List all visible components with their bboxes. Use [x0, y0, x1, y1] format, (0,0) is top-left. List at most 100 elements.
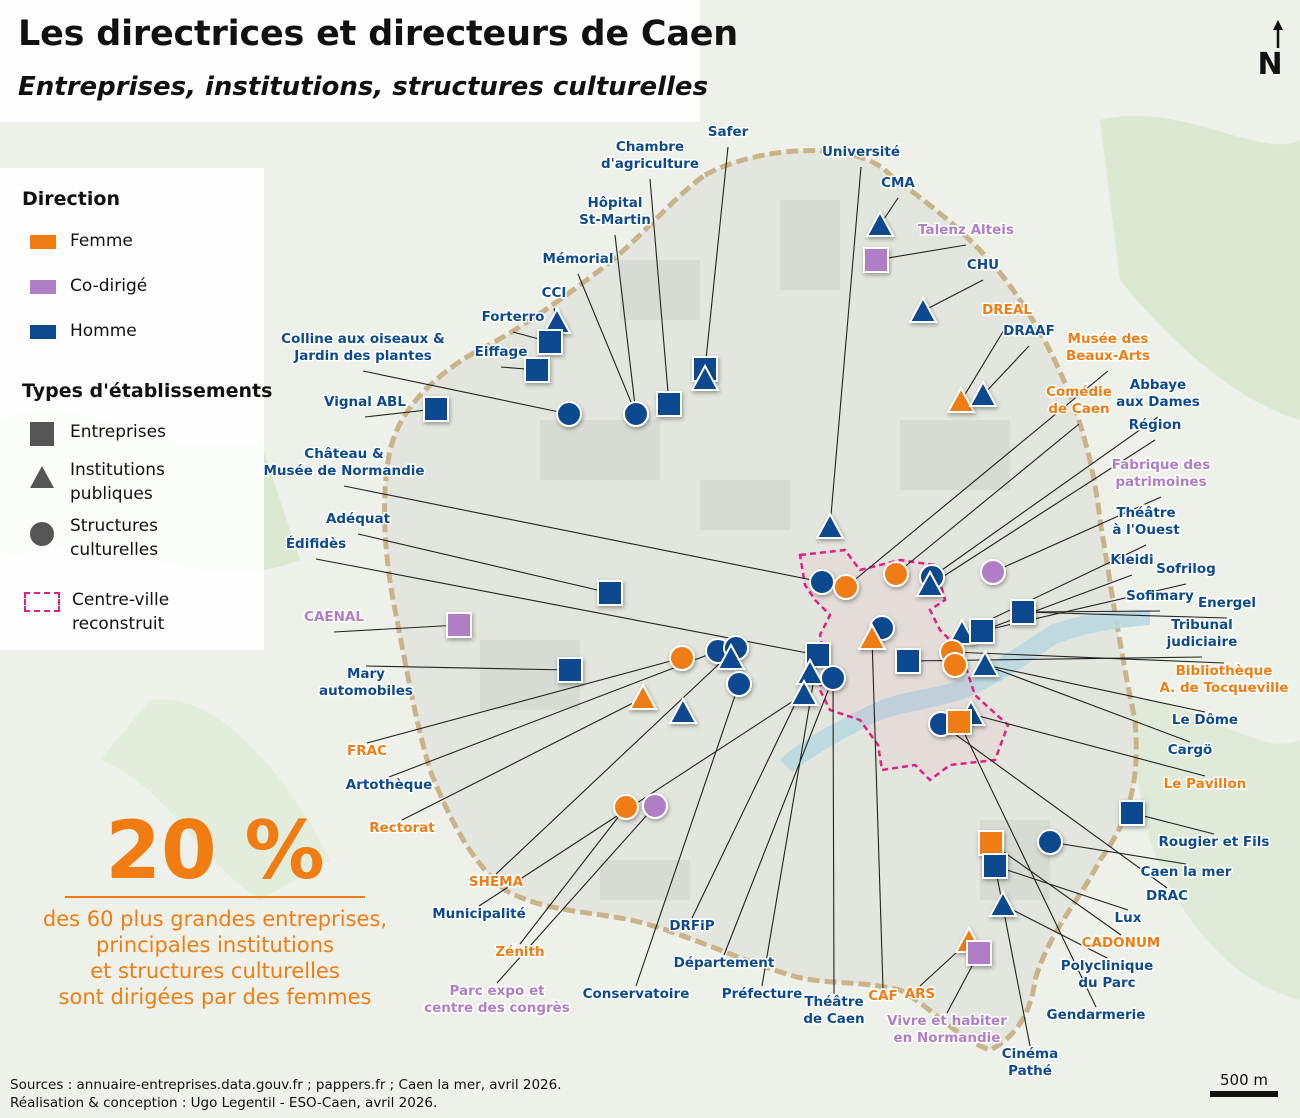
leader-line — [832, 677, 835, 995]
sources-credits: Sources : annuaire-entreprises.data.gouv… — [10, 1077, 562, 1111]
institution-triangle-marker — [968, 379, 998, 407]
legend-triangle-icon — [30, 466, 54, 488]
establishment-label: Parc expo et centre des congrès — [424, 983, 570, 1016]
establishment-symbols — [423, 209, 1145, 966]
entreprise-square-marker — [969, 618, 995, 644]
leader-lines — [315, 146, 1228, 1047]
stat-text: des 60 plus grandes entreprises, princip… — [42, 907, 388, 1009]
entreprise-square-marker — [557, 657, 583, 683]
establishment-label: DREAL — [982, 302, 1032, 318]
leader-line — [401, 697, 644, 821]
establishment-label: DRAC — [1146, 888, 1188, 904]
legend-centre-swatch — [24, 592, 60, 612]
leader-line — [922, 279, 984, 312]
establishment-label: Le Dôme — [1172, 712, 1238, 728]
entreprise-square-marker — [966, 940, 992, 966]
establishment-label: Talenz Alteis — [918, 222, 1014, 238]
leader-line — [982, 345, 1030, 396]
leader-line — [960, 324, 1008, 402]
leader-line — [845, 370, 1109, 588]
institution-triangle-marker — [628, 682, 658, 710]
establishment-label: CCI — [542, 285, 567, 301]
leader-line — [929, 439, 1156, 586]
establishment-label: Gendarmerie — [1047, 1007, 1146, 1023]
establishment-label: Région — [1129, 417, 1182, 433]
leader-line — [649, 178, 670, 405]
establishment-label: Polyclinique du Parc — [1061, 958, 1154, 991]
leader-line — [1002, 904, 1108, 959]
establishment-label: Safer — [708, 124, 749, 140]
establishment-label: Mémorial — [543, 251, 614, 267]
leader-line — [761, 654, 819, 987]
map-subtitle: Entreprises, institutions, structures cu… — [18, 72, 709, 102]
legend-institutions-label: Institutions publiques — [70, 460, 165, 504]
entreprise-square-marker — [978, 830, 1004, 856]
leader-line — [984, 664, 1206, 713]
leader-line — [970, 713, 1206, 777]
establishment-label: Cargö — [1168, 742, 1213, 758]
structure-circle-marker — [883, 561, 909, 587]
institution-triangle-marker — [946, 385, 976, 413]
legend-direction-title: Direction — [22, 188, 120, 210]
commune-boundary — [382, 148, 1139, 1053]
leader-line — [940, 723, 1168, 889]
entreprise-square-marker — [946, 709, 972, 735]
structure-circle-marker — [809, 569, 835, 595]
structure-circle-marker — [726, 671, 752, 697]
entreprise-square-marker — [524, 357, 550, 383]
establishment-labels: Safer Chambre d'agriculture Université CMA Hô… — [262, 123, 1290, 1081]
stat-panel: 20 % des 60 plus grandes entreprises, pr… — [40, 808, 390, 1010]
establishment-label: Sofimary — [1126, 588, 1194, 604]
establishment-label: Cinéma Pathé — [1002, 1046, 1058, 1079]
establishment-label: DRFiP — [669, 918, 714, 934]
establishment-label: SHEMA — [469, 874, 524, 890]
establishment-label: Zénith — [495, 944, 544, 960]
leader-line — [981, 574, 1133, 632]
leader-line — [691, 672, 811, 919]
leader-line — [614, 234, 637, 415]
institution-triangle-marker — [815, 511, 845, 539]
north-label: N — [1257, 47, 1282, 78]
entreprise-square-marker — [982, 853, 1008, 879]
river — [780, 610, 1150, 772]
institution-triangle-marker — [789, 678, 819, 706]
leader-line — [895, 423, 1080, 575]
establishment-label: CHU — [967, 257, 999, 273]
institution-triangle-marker — [716, 642, 746, 670]
leader-line — [875, 244, 967, 261]
establishment-label: FRAC — [347, 743, 387, 759]
legend-types-title: Types d'établissements — [22, 380, 273, 402]
institution-triangle-marker — [668, 696, 698, 724]
legend-codir-label: Co-dirigé — [70, 276, 148, 296]
establishment-label: Théâtre de Caen — [803, 994, 864, 1027]
entreprise-square-marker — [895, 648, 921, 674]
establishment-label: Forterro — [482, 309, 545, 325]
establishment-label: Artothèque — [346, 777, 432, 793]
structure-circle-marker — [642, 793, 668, 819]
establishment-label: Vivre et habiter en Normandie — [887, 1013, 1007, 1046]
leader-line — [343, 485, 823, 583]
title-panel: Les directrices et directeurs de Caen En… — [0, 0, 738, 122]
establishment-label: Municipalité — [432, 906, 526, 922]
stat-value: 20 % — [105, 804, 325, 897]
establishment-label: ARS — [905, 986, 936, 1002]
establishment-label: Sofrilog — [1156, 561, 1216, 577]
establishment-label: Abbaye aux Dames — [1116, 377, 1200, 410]
establishment-label: Bibliothèque A. de Tocqueville — [1159, 663, 1288, 696]
leader-line — [990, 842, 1122, 936]
leader-line — [495, 647, 737, 875]
establishment-label: Colline aux oiseaux & Jardin des plantes — [281, 331, 445, 364]
leader-line — [635, 683, 740, 987]
leader-line — [365, 665, 571, 671]
leader-line — [992, 496, 1162, 573]
establishment-label: Université — [822, 144, 900, 160]
establishment-label: Conservatoire — [583, 986, 690, 1002]
establishment-label: Rougier et Fils — [1159, 834, 1270, 850]
institution-triangle-marker — [865, 209, 895, 237]
structure-circle-marker — [1037, 829, 1063, 855]
entreprise-square-marker — [446, 612, 472, 638]
institution-triangle-marker — [908, 295, 938, 323]
leader-line — [984, 664, 1191, 743]
legend-panel: Direction Femme Co-dirigé Homme Types d'… — [0, 168, 272, 650]
